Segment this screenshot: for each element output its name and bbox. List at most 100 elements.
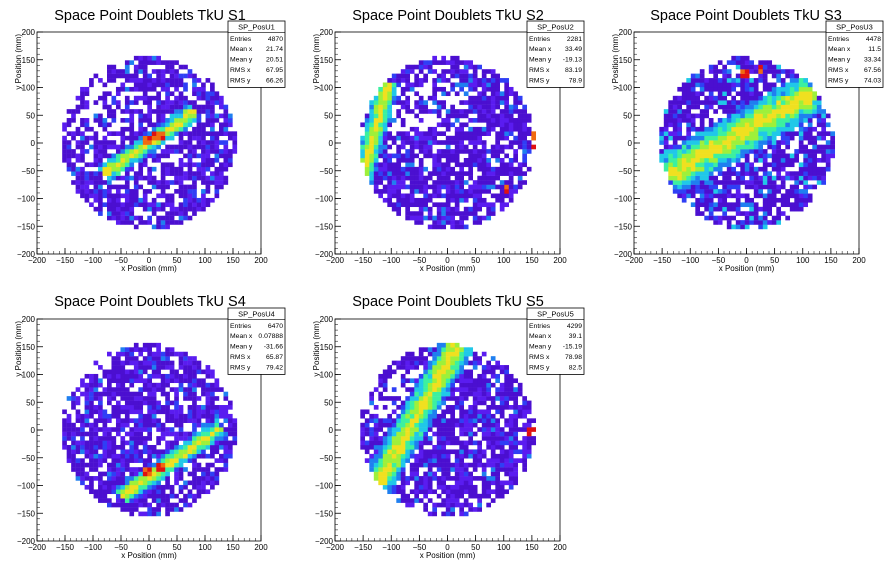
- heatmap-cell: [165, 453, 170, 459]
- heatmap-cell: [735, 162, 741, 168]
- heatmap-cell: [468, 476, 474, 481]
- heatmap-cell: [147, 140, 152, 145]
- heatmap-cell: [436, 480, 442, 486]
- heatmap-cell: [427, 351, 433, 357]
- heatmap-cell: [75, 418, 81, 423]
- heatmap-cell: [124, 215, 130, 221]
- heatmap-cell: [749, 126, 755, 132]
- heatmap-cell: [66, 162, 72, 168]
- heatmap-cell: [196, 109, 202, 114]
- heatmap-cell: [147, 131, 152, 136]
- heatmap-cell: [744, 193, 750, 199]
- heatmap-cell: [663, 113, 669, 119]
- heatmap-cell: [396, 413, 402, 419]
- heatmap-cell: [80, 104, 85, 110]
- heatmap-cell: [115, 104, 121, 110]
- heatmap-cell: [459, 100, 465, 105]
- heatmap-cell: [169, 378, 175, 384]
- heatmap-cell: [699, 175, 705, 181]
- heatmap-cell: [111, 427, 117, 432]
- heatmap-cell: [192, 462, 197, 468]
- heatmap-cell: [196, 162, 202, 168]
- heatmap-cell: [477, 95, 483, 101]
- heatmap-cell: [780, 175, 786, 181]
- heatmap-cell: [387, 104, 393, 110]
- heatmap-cell: [223, 149, 229, 154]
- heatmap-cell: [174, 422, 179, 428]
- heatmap-cell: [459, 356, 465, 361]
- heatmap-cell: [160, 220, 166, 225]
- heatmap-cell: [400, 86, 406, 92]
- heatmap-cell: [450, 511, 456, 517]
- heatmap-cell: [124, 100, 130, 105]
- heatmap-cell: [156, 489, 161, 495]
- heatmap-cell: [699, 122, 705, 128]
- heatmap-cell: [744, 113, 750, 119]
- heatmap-cell: [744, 60, 750, 65]
- y-tick-label: −100: [315, 195, 334, 204]
- heatmap-cell: [668, 144, 674, 150]
- heatmap-cell: [807, 135, 813, 141]
- heatmap-cell: [472, 140, 478, 145]
- heatmap-cell: [508, 166, 514, 172]
- heatmap-cell: [726, 73, 732, 79]
- heatmap-cell: [472, 215, 478, 221]
- heatmap-cell: [735, 157, 741, 163]
- heatmap-cell: [441, 409, 447, 415]
- heatmap-cell: [111, 109, 117, 114]
- heatmap-cell: [192, 480, 197, 486]
- heatmap-cell: [681, 91, 687, 97]
- heatmap-cell: [789, 100, 795, 105]
- heatmap-cell: [762, 140, 768, 145]
- heatmap-cell: [115, 91, 121, 97]
- heatmap-cell: [686, 153, 692, 159]
- heatmap-cell: [409, 175, 415, 181]
- heatmap-cell: [210, 436, 215, 441]
- heatmap-cell: [129, 356, 135, 361]
- heatmap-cell: [486, 215, 492, 221]
- heatmap-cell: [722, 91, 728, 97]
- heatmap-cell: [93, 476, 99, 481]
- heatmap-cell: [364, 118, 370, 123]
- heatmap-cell: [468, 162, 474, 168]
- heatmap-cell: [436, 351, 442, 357]
- heatmap-cell: [214, 467, 220, 472]
- heatmap-cell: [124, 373, 130, 379]
- heatmap-cell: [441, 373, 447, 379]
- heatmap-cell: [84, 391, 90, 397]
- heatmap-cell: [111, 360, 117, 366]
- heatmap-cell: [436, 149, 442, 154]
- heatmap-cell: [187, 104, 193, 110]
- heatmap-cell: [686, 140, 692, 145]
- heatmap-cell: [767, 64, 773, 70]
- heatmap-cell: [441, 431, 447, 437]
- heatmap-cell: [183, 122, 188, 128]
- heatmap-cell: [138, 418, 144, 423]
- stats-name: SP_PosU3: [836, 23, 873, 32]
- heatmap-cell: [708, 180, 714, 185]
- x-tick-label: −100: [84, 543, 103, 552]
- heatmap-cell: [138, 69, 144, 74]
- heatmap-cell: [115, 418, 121, 423]
- heatmap-cell: [382, 184, 388, 190]
- heatmap-cell: [160, 431, 166, 437]
- heatmap-cell: [749, 140, 755, 145]
- heatmap-cell: [409, 427, 415, 432]
- heatmap-cell: [369, 131, 375, 136]
- heatmap-cell: [418, 449, 424, 455]
- heatmap-cell: [477, 507, 483, 512]
- heatmap-cell: [147, 387, 152, 392]
- heatmap-cell: [165, 449, 170, 455]
- heatmap-cell: [450, 189, 456, 194]
- heatmap-cell: [758, 215, 764, 221]
- heatmap-cell: [441, 382, 447, 388]
- heatmap-cell: [418, 211, 424, 216]
- heatmap-cell: [477, 197, 483, 203]
- heatmap-cell: [142, 342, 148, 348]
- heatmap-cell: [174, 175, 179, 181]
- heatmap-cell: [138, 162, 144, 168]
- heatmap-cell: [169, 104, 175, 110]
- heatmap-cell: [508, 104, 514, 110]
- heatmap-cell: [400, 489, 406, 495]
- heatmap-cell: [160, 476, 166, 481]
